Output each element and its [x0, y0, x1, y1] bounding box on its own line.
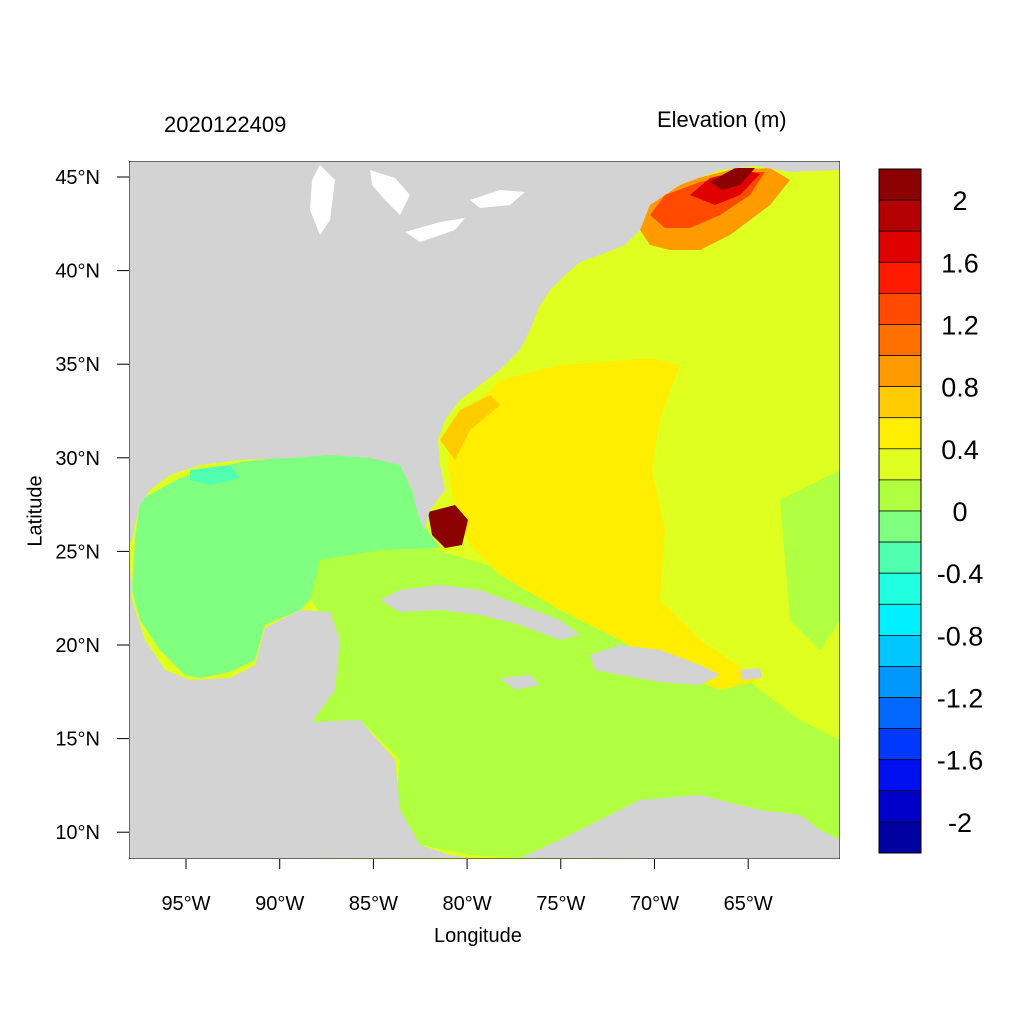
colorbar-swatch: [878, 635, 922, 667]
colorbar-label: -2: [948, 808, 972, 838]
colorbar-label: -1.2: [937, 684, 984, 714]
x-tick-label: 85°W: [349, 893, 398, 915]
x-axis-title: Longitude: [434, 925, 522, 947]
y-tick-label: 15°N: [55, 729, 100, 751]
colorbar-label: -1.6: [937, 746, 984, 776]
colorbar-swatch: [878, 417, 922, 450]
colorbar-swatch: [878, 572, 922, 605]
colorbar-swatch: [878, 666, 922, 698]
colorbar-swatch: [878, 510, 922, 543]
colorbar-swatch: [878, 603, 922, 636]
north-america-land: [129, 161, 840, 545]
caribbean-region: [300, 545, 840, 859]
x-tick-label: 80°W: [443, 893, 492, 915]
hispaniola-land: [590, 645, 720, 685]
atlantic-high-region: [448, 358, 760, 690]
gulf-of-maine-core: [710, 168, 755, 190]
colorbar-frame: [878, 168, 922, 854]
colorbar-label: -0.4: [937, 559, 984, 589]
date-label: 2020122409: [164, 112, 287, 137]
colorbar: 2 1.6 1.2 0.8 0.4 0 -0.4 -0.8 -1.2 -1.6 -2: [878, 168, 984, 854]
gulf-low-patch: [190, 465, 240, 485]
colorbar-swatch: [878, 541, 922, 574]
colorbar-label: 0: [952, 497, 967, 527]
cuba-land: [380, 585, 580, 640]
y-tick-label: 35°N: [55, 354, 100, 376]
map-area: [129, 161, 840, 859]
colorbar-swatch: [878, 386, 922, 419]
lake-ontario: [470, 190, 525, 208]
x-tick-label: 65°W: [724, 893, 773, 915]
colorbar-swatch: [878, 261, 922, 294]
colorbar-swatch: [878, 759, 922, 792]
central-america-land: [129, 545, 470, 859]
variable-label: Elevation (m): [657, 107, 787, 132]
y-tick-label: 45°N: [55, 167, 100, 189]
colorbar-label: 0.8: [941, 373, 979, 403]
colorbar-swatch: [878, 293, 922, 325]
y-tick-label: 10°N: [55, 822, 100, 844]
x-axis-ticks: 95°W 90°W 85°W 80°W 75°W 70°W 65°W: [161, 859, 773, 915]
x-tick-label: 95°W: [161, 893, 210, 915]
south-florida-high: [428, 505, 468, 548]
colorbar-swatch: [878, 448, 922, 481]
atlantic-east-region: [780, 470, 840, 650]
y-tick-label: 25°N: [55, 541, 100, 563]
colorbar-swatch: [878, 199, 922, 232]
colorbar-label: 1.6: [941, 248, 979, 278]
lake-michigan: [310, 165, 335, 235]
colorbar-label: -0.8: [937, 621, 984, 651]
colorbar-swatch: [878, 355, 922, 387]
colorbar-swatch: [878, 230, 922, 263]
colorbar-swatch: [878, 324, 922, 356]
lake-huron: [370, 170, 410, 215]
colorbar-swatch: [878, 728, 922, 761]
jamaica-land: [500, 675, 540, 690]
x-tick-label: 70°W: [630, 893, 679, 915]
gulf-of-mexico: [132, 452, 440, 678]
x-tick-label: 75°W: [536, 893, 585, 915]
colorbar-label: 0.4: [941, 435, 979, 465]
y-tick-label: 20°N: [55, 635, 100, 657]
colorbar-swatch: [878, 479, 922, 512]
south-america-land: [520, 795, 840, 859]
puerto-rico-land: [740, 668, 762, 680]
colorbar-swatch: [878, 821, 922, 854]
lake-erie: [405, 218, 465, 242]
colorbar-label: 2: [952, 186, 967, 216]
y-tick-label: 30°N: [55, 448, 100, 470]
colorbar-label: 1.2: [941, 310, 979, 340]
y-axis-ticks: 45°N 40°N 35°N 30°N 25°N 20°N 15°N 10°N: [55, 167, 129, 844]
x-tick-label: 90°W: [255, 893, 304, 915]
carolina-coast-high: [440, 395, 500, 460]
colorbar-swatch: [878, 790, 922, 823]
colorbar-swatch: [878, 168, 922, 201]
y-tick-label: 40°N: [55, 261, 100, 283]
colorbar-swatch: [878, 697, 922, 729]
